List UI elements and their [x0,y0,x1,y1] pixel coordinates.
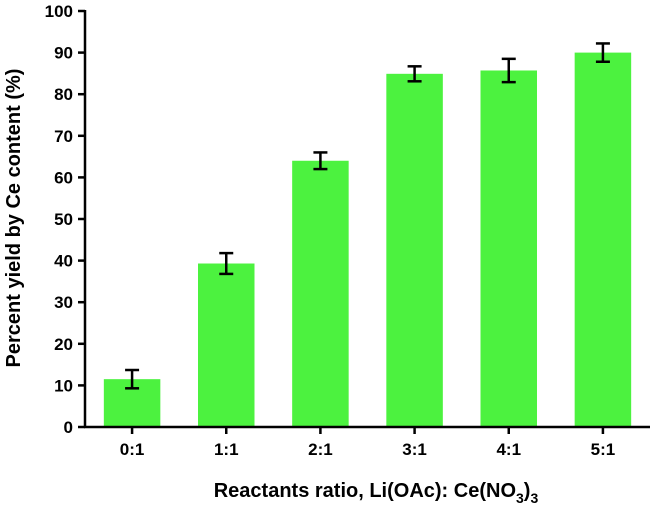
error-bar-1-1 [219,251,234,276]
x-tick-label: 3:1 [402,440,427,459]
error-bar-3-1 [407,65,422,83]
bar-3-1 [386,73,443,427]
error-bar-2-1 [313,151,328,171]
error-bar-5-1 [595,42,610,64]
y-tick-label: 10 [54,376,73,395]
y-tick-label: 20 [54,335,73,354]
y-tick-label: 80 [54,85,73,104]
x-axis-title: Reactants ratio, Li(OAc): Ce(NO3)3 [214,480,539,506]
y-axis-title: Percent yield by Ce content (%) [3,69,25,368]
y-tick-label: 0 [64,418,73,437]
y-tick-label: 50 [54,210,73,229]
x-axis-title-sub1: 3 [516,490,524,506]
x-tick-label: 1:1 [214,440,239,459]
y-tick-label: 60 [54,168,73,187]
y-tick-label: 100 [45,2,73,21]
x-tick-label: 5:1 [591,440,616,459]
x-axis-title-close: ) [524,480,531,502]
x-axis-title-sub2: 3 [530,490,538,506]
x-axis-title-main: Reactants ratio, Li(OAc): Ce(NO [214,480,516,502]
y-tick-label: 30 [54,293,73,312]
y-tick-label: 70 [54,127,73,146]
x-tick-label: 2:1 [308,440,333,459]
bars [103,52,632,427]
y-tick-label: 40 [54,252,73,271]
bar-5-1 [574,52,632,427]
bar-1-1 [198,263,255,427]
bar-2-1 [292,160,349,427]
x-tick-label: 4:1 [496,440,521,459]
y-tick-label: 90 [54,44,73,63]
error-bar-0-1 [125,368,140,390]
x-tick-label: 0:1 [120,440,145,459]
y-axis-ticks: 0 10 20 30 40 50 60 70 80 90 100 [45,2,85,437]
x-axis-ticks: 0:1 1:1 2:1 3:1 4:1 5:1 [120,427,615,459]
error-bars [125,42,610,390]
bar-4-1 [480,70,537,427]
error-bar-4-1 [501,57,516,84]
